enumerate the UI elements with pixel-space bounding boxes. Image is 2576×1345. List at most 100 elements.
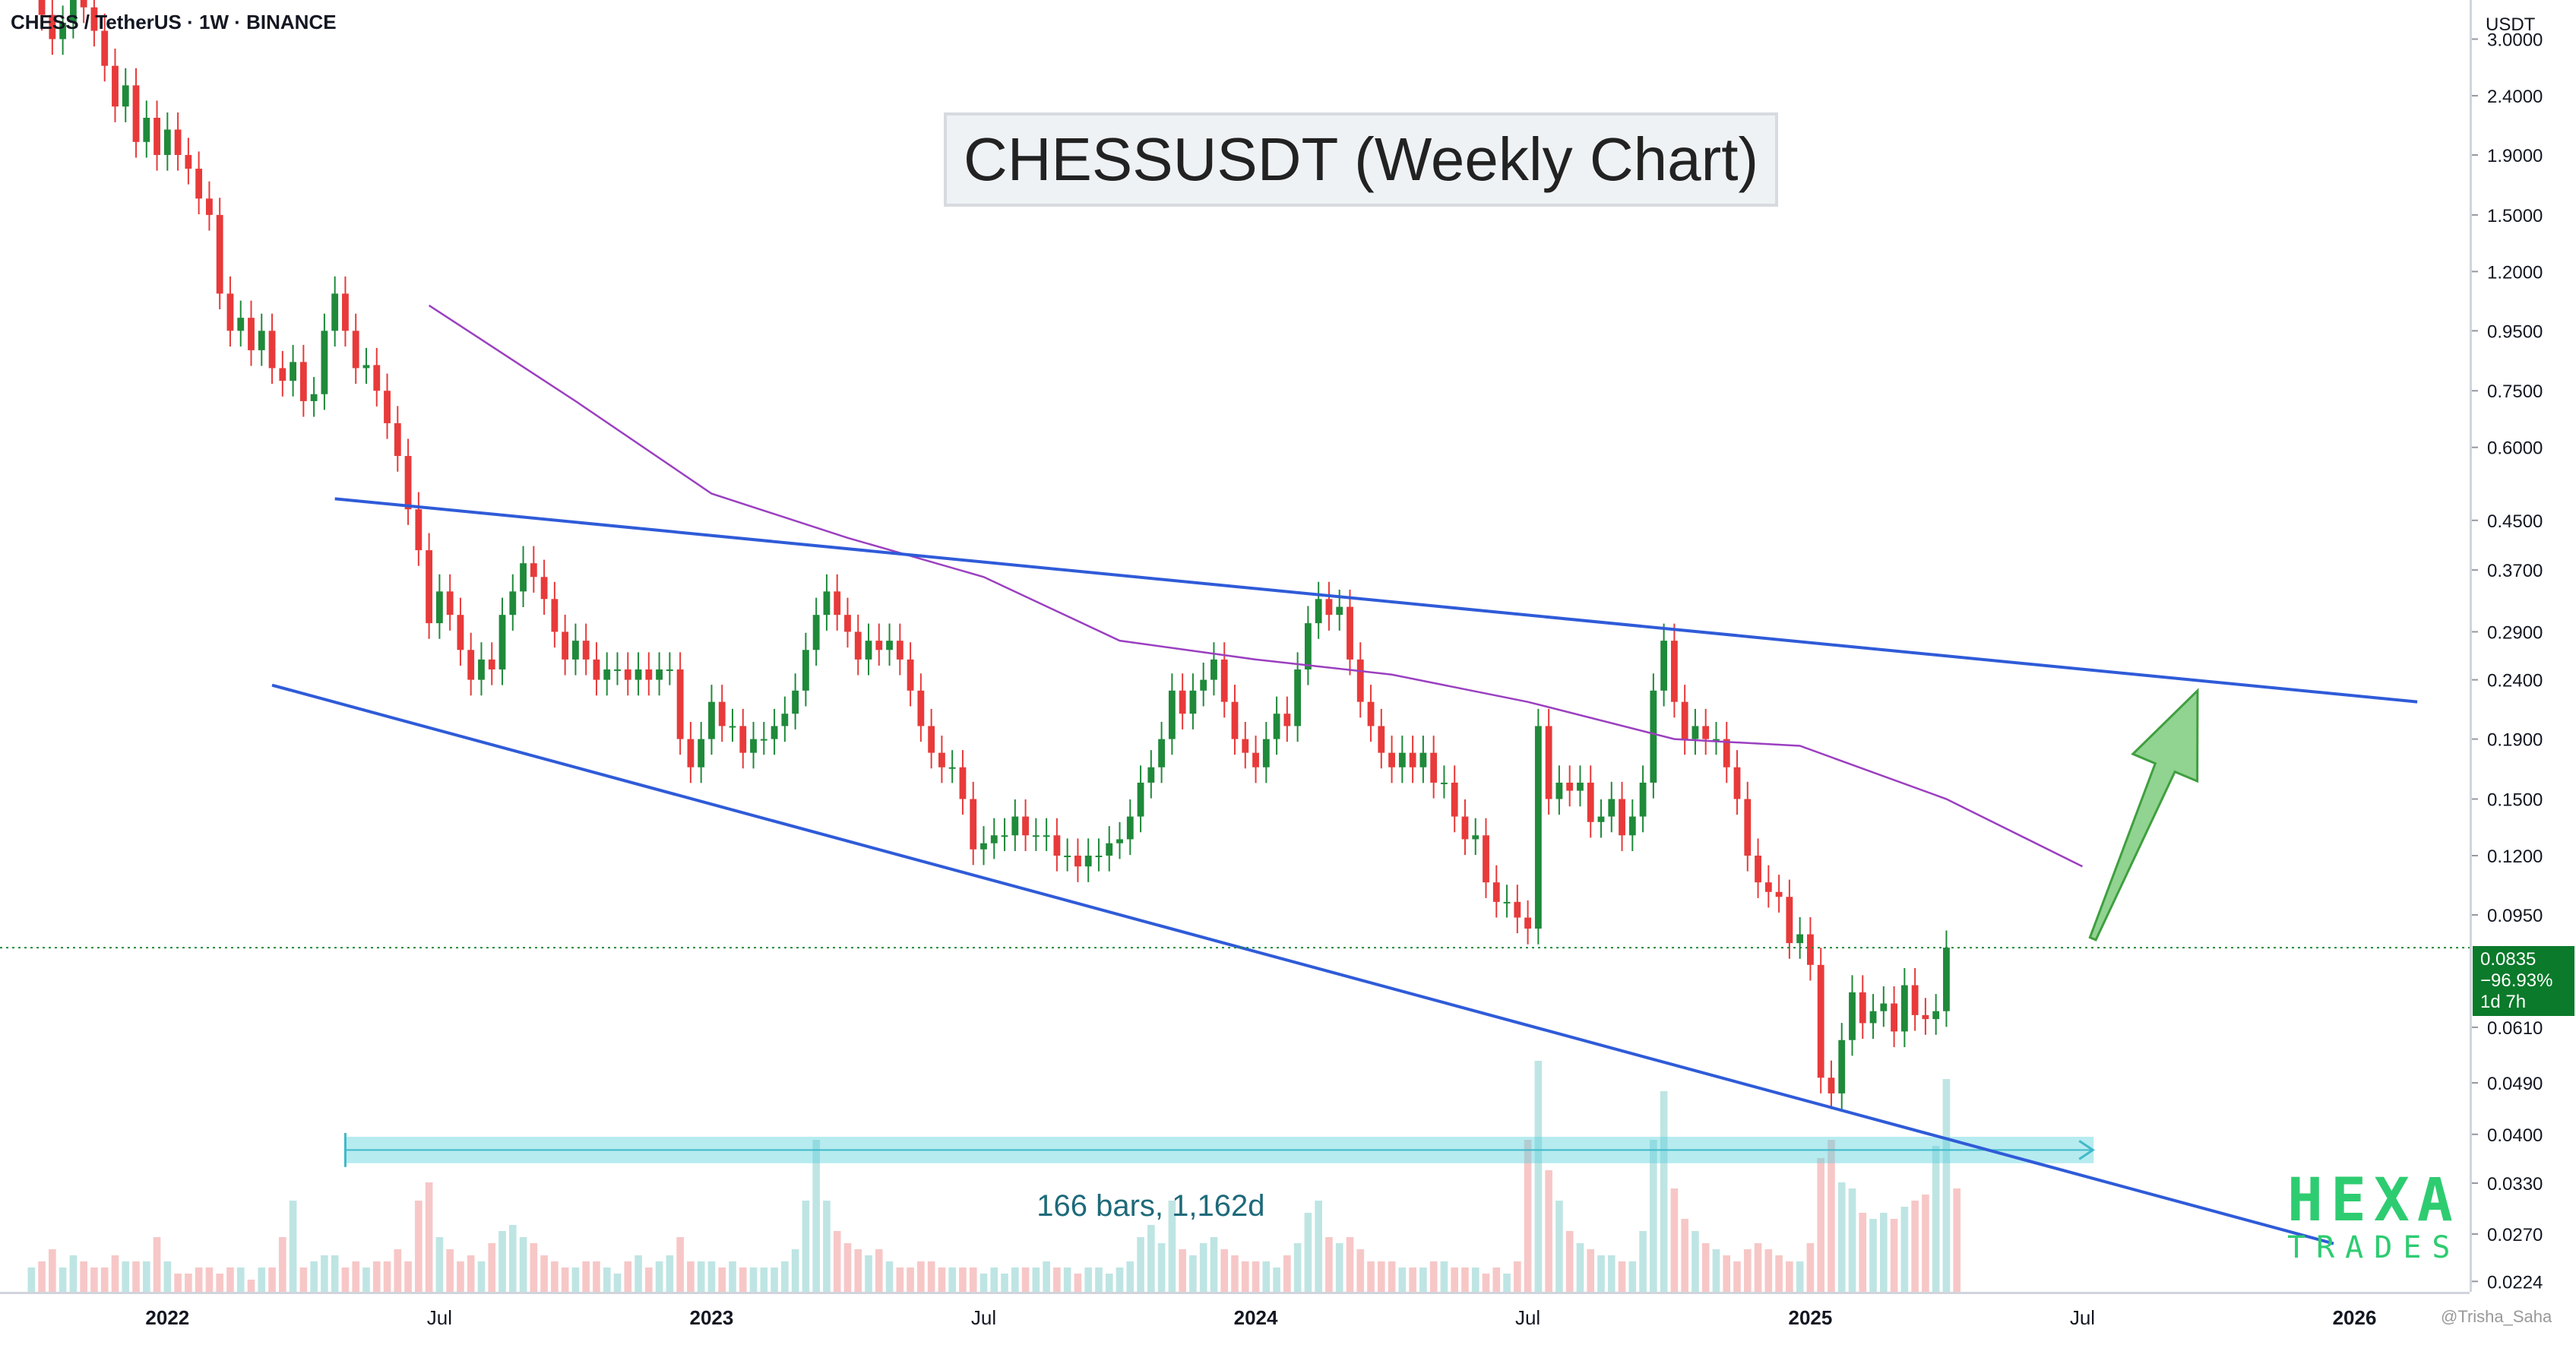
- volume-bar: [1074, 1274, 1082, 1292]
- candle-body: [1189, 690, 1197, 714]
- candle-body: [1859, 992, 1866, 1024]
- volume-bar: [488, 1243, 496, 1292]
- volume-bar: [571, 1267, 580, 1292]
- volume-bar: [467, 1255, 475, 1292]
- volume-bar: [666, 1255, 674, 1292]
- volume-bar: [1241, 1261, 1249, 1292]
- volume-bar: [446, 1249, 454, 1292]
- candle-body: [1336, 606, 1343, 616]
- time-axis[interactable]: 2022 Jul 2023 Jul 2024 Jul 2025 Jul 2026: [0, 1292, 2470, 1341]
- time-tick-label: 2024: [1234, 1306, 1278, 1329]
- volume-bar: [593, 1261, 600, 1292]
- volume-bar: [624, 1261, 632, 1292]
- candle-body: [1137, 782, 1144, 817]
- candle-body: [708, 701, 715, 739]
- volume-bar: [122, 1261, 130, 1292]
- volume-bar: [1534, 1061, 1543, 1292]
- candle-body: [1545, 726, 1552, 799]
- time-tick-label: Jul: [971, 1306, 996, 1329]
- candle-body: [279, 368, 286, 381]
- current-price-value: 0.0835: [2480, 949, 2536, 970]
- price-tick-label: 0.1200: [2487, 847, 2543, 867]
- volume-bar: [362, 1267, 370, 1292]
- candle-body: [1273, 714, 1280, 739]
- volume-bar: [27, 1267, 36, 1292]
- volume-bar: [1796, 1261, 1804, 1292]
- volume-bar: [1545, 1170, 1552, 1292]
- volume-bar: [1879, 1213, 1888, 1292]
- candle-body: [321, 331, 328, 394]
- volume-bar: [1681, 1219, 1688, 1292]
- candle-body: [1891, 1003, 1897, 1032]
- candle-body: [812, 615, 820, 650]
- volume-bar: [1220, 1249, 1229, 1292]
- volume-bar: [1670, 1188, 1679, 1292]
- price-tick-label: 0.7500: [2487, 381, 2543, 402]
- chart-title-box[interactable]: CHESSUSDT (Weekly Chart): [944, 112, 1779, 207]
- candle-body: [666, 669, 673, 671]
- volume-bar: [969, 1267, 977, 1292]
- candle-body: [1775, 891, 1783, 897]
- volume-bar: [1210, 1237, 1218, 1292]
- price-tick-label: 1.5000: [2487, 206, 2543, 226]
- volume-bar: [1890, 1219, 1898, 1292]
- volume-bar: [1786, 1261, 1793, 1292]
- volume-bar: [802, 1201, 810, 1292]
- candle-body: [1347, 606, 1353, 660]
- time-tick-label: Jul: [2070, 1306, 2095, 1329]
- time-tick-label: 2025: [1788, 1306, 1832, 1329]
- price-tick-label: 0.3700: [2487, 561, 2543, 581]
- candle-body: [928, 726, 935, 753]
- current-price-tag: 0.0835 −96.93% 1d 7h: [2473, 946, 2574, 1016]
- volume-bar: [843, 1243, 852, 1292]
- candle-body: [1900, 985, 1908, 1032]
- candle-body: [907, 659, 914, 691]
- price-tick-label: 1.9000: [2487, 146, 2543, 166]
- candle-body: [1723, 739, 1730, 767]
- price-tick-label: 0.0270: [2487, 1225, 2543, 1245]
- volume-bar: [1660, 1091, 1668, 1292]
- volume-bar: [1775, 1255, 1783, 1292]
- volume-bar: [425, 1182, 433, 1292]
- volume-bar: [540, 1255, 548, 1292]
- candle-body: [1943, 948, 1950, 1011]
- volume-bar: [1231, 1255, 1239, 1292]
- volume-bar: [321, 1255, 328, 1292]
- candle-body: [676, 669, 684, 739]
- volume-bar: [1565, 1231, 1574, 1292]
- volume-bar: [917, 1261, 925, 1292]
- price-tick-label: 0.0490: [2487, 1074, 2543, 1094]
- volume-bar: [1021, 1267, 1030, 1292]
- volume-bar: [938, 1267, 946, 1292]
- candle-body: [750, 739, 757, 753]
- volume-bar: [1712, 1249, 1720, 1292]
- price-axis[interactable]: USDT 3.0000 2.4000 1.9000 1.5000 1.2000 0.9500…: [2470, 0, 2576, 1293]
- volume-bar: [1032, 1267, 1040, 1292]
- candle-body: [1566, 782, 1574, 791]
- volume-bar: [352, 1261, 360, 1292]
- volume-bar: [1409, 1267, 1416, 1292]
- volume-bar: [216, 1274, 224, 1292]
- volume-bar: [1157, 1243, 1166, 1292]
- candle-body: [226, 293, 234, 331]
- bullish-arrow: [2088, 688, 2199, 942]
- volume-bar: [1701, 1243, 1710, 1292]
- volume-bar: [1011, 1267, 1019, 1292]
- volume-bar: [90, 1267, 98, 1292]
- candle-body: [1838, 1040, 1846, 1093]
- candle-body: [886, 641, 893, 650]
- candle-body: [1283, 714, 1291, 726]
- volume-bar: [771, 1267, 778, 1292]
- volume-bar: [760, 1267, 768, 1292]
- volume-bar: [582, 1261, 590, 1292]
- volume-bar: [383, 1261, 391, 1292]
- candle-body: [698, 739, 705, 767]
- volume-bar: [1607, 1255, 1616, 1292]
- symbol-header[interactable]: CHESS / TetherUS · 1W · BINANCE: [11, 11, 337, 33]
- candle-body: [938, 752, 945, 767]
- candle-body: [823, 591, 831, 616]
- candle-body: [865, 641, 872, 660]
- candle-body: [206, 198, 213, 215]
